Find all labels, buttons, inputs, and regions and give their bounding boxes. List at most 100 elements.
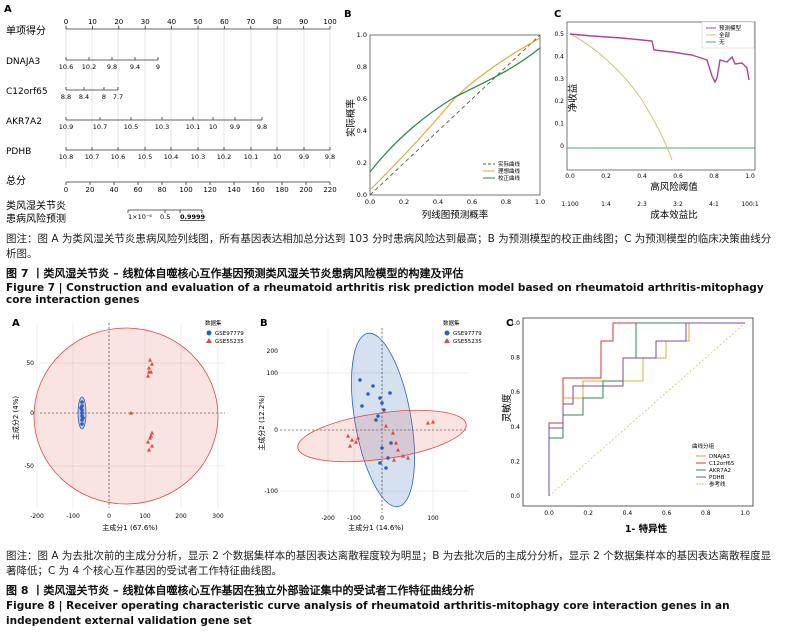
gene-tick-label: 10.5 (124, 123, 138, 131)
gse55235-point (146, 373, 150, 378)
roc-ytick-label: 0.8 (510, 355, 520, 362)
risk-tick-min: 1×10⁻⁶ (128, 213, 152, 221)
calib-xtick-label: 0.4 (433, 198, 443, 206)
gse55235-point (350, 437, 354, 442)
total-tick-label: 220 (323, 186, 336, 194)
calib-xtick-label: 0.6 (467, 198, 477, 206)
roc-ytick-label: 0.6 (510, 389, 520, 396)
gene-tick-label: 10.6 (59, 63, 73, 71)
risk-tick-mid: 0.5 (160, 213, 170, 221)
gene-tick-label: 10.3 (191, 153, 205, 161)
points-tick-label: 0 (64, 18, 68, 26)
roc-pdhb-curve (548, 322, 745, 496)
gse97779-point (80, 422, 84, 426)
gse55235-point (392, 457, 396, 462)
calib-ytick-label: 0.0 (357, 191, 367, 199)
gse55235-point (384, 423, 388, 428)
dca-ylabel: 净收益 (567, 83, 579, 112)
calib-ytick-label: 1.0 (357, 31, 367, 39)
gse55235-point (346, 433, 350, 438)
pca-a-xtick-label: 0 (107, 513, 111, 520)
pca-a-legend-2: GSE55235 (215, 339, 244, 345)
gse55235-point (150, 361, 154, 366)
fig8-note: 图注：图 A 为去批次前的主成分分析，显示 2 个数据集样本的基因表达离散程度较… (6, 550, 772, 577)
calib-legend-1: 实际曲线 (498, 160, 521, 168)
fig8-title-en: Figure 8 | Receiver operating characteri… (6, 600, 730, 627)
roc-panel: C 0.00.20.40.60.81.0 0.0 0.2 0.4 0.6 0.8 1.0 … (501, 317, 754, 535)
gene-tick-label: 10.8 (59, 153, 73, 161)
gse55235-point (356, 435, 360, 440)
total-tick-label: 140 (227, 186, 240, 194)
calib-ytick-label: 0.8 (357, 63, 367, 71)
dca-xtick-label: 0.0 (565, 173, 575, 180)
points-tick-label: 10 (88, 18, 97, 26)
gse97779-point (79, 406, 83, 410)
pca-a-xtick-label: 100 (139, 513, 151, 520)
risk-label-2: 患病风险预测 (6, 212, 66, 225)
gse55235-point (396, 447, 400, 452)
roc-ytick-label: 0.4 (510, 424, 520, 431)
pca-b-xtick-label: 100 (427, 515, 439, 522)
roc-ylabel: 灵敏度 (501, 393, 513, 422)
gse55235-point (147, 447, 151, 452)
dca-all-curve (569, 33, 673, 161)
gene-tick-label: 9.9 (299, 153, 309, 161)
points-tick-label: 70 (246, 18, 255, 26)
fig8-title-cn: 图 8 丨类风湿关节炎 – 线粒体自噬核心互作基因在独立外部验证集中的受试者工作… (6, 584, 475, 597)
gse97779-point (80, 411, 84, 415)
gse97779-point (382, 408, 386, 412)
gene-tick-label: 8 (102, 93, 106, 101)
points-tick-label: 50 (194, 18, 203, 26)
gse97779-point (389, 441, 393, 445)
panel-label-8a: A (12, 318, 20, 329)
calib-ytick-label: 0.2 (357, 159, 367, 167)
dca-xtick-label: 1.0 (745, 173, 755, 180)
total-label: 总分 (6, 174, 26, 187)
gse55235-point (406, 455, 410, 460)
roc-c12orf65-curve (548, 322, 745, 496)
total-tick-label: 100 (179, 186, 192, 194)
gene-tick-label: 10.5 (138, 153, 152, 161)
gene-tick-label: 8.8 (61, 93, 71, 101)
gene-tick-label: 8.4 (79, 93, 89, 101)
dca-xtick-label: 0.8 (709, 173, 719, 180)
roc-xlabel: 1- 特异性 (625, 523, 668, 535)
pca-b-xlabel: 主成分1 (14.6%) (348, 523, 404, 532)
pca-a-xtick-label: 200 (175, 513, 187, 520)
gene-tick-label: 10.4 (164, 153, 178, 161)
gene-tick-label: 10.2 (217, 153, 231, 161)
gene-tick-label: 9 (156, 63, 160, 71)
points-tick-label: 100 (323, 18, 336, 26)
gse55235-point (150, 443, 154, 448)
calib-xlabel: 列线图预测概率 (422, 209, 489, 221)
total-tick-label: 20 (86, 186, 95, 194)
total-tick-label: 120 (203, 186, 216, 194)
dca-ratio-tick-label: 1:100 (561, 201, 578, 208)
roc-legend: 曲线分组 DNAJA3 C12orf65 AKR7A2 PDHB 参考线 (692, 442, 735, 488)
calib-ylabel: 实际概率 (345, 99, 357, 138)
gse55235-point (150, 430, 154, 435)
gene-tick-label: 9.8 (107, 63, 117, 71)
dca-ytick-label: 0.5 (554, 31, 564, 38)
gse55235-point (148, 435, 152, 440)
dca-xtick-label: 0.2 (601, 173, 611, 180)
pca-b-xtick-label: 0 (380, 515, 384, 522)
points-tick-label: 40 (167, 18, 176, 26)
gse55235-point (354, 439, 358, 444)
gene-label-akr7a2: AKR7A2 (6, 117, 42, 127)
total-tick-label: 40 (110, 186, 119, 194)
calib-xtick-label: 0.2 (399, 198, 409, 206)
calib-legend-3: 校正曲线 (498, 174, 521, 182)
roc-xtick-label: 1.0 (740, 510, 750, 517)
calib-xtick-label: 0.0 (365, 198, 375, 206)
points-tick-label: 60 (220, 18, 229, 26)
pca-b-legend: 数据集 GSE97779 GSE55235 (443, 319, 482, 345)
gene-tick-label: 9.4 (130, 63, 140, 71)
gene-tick-label: 10 (273, 153, 281, 161)
gse97779-point (360, 404, 364, 408)
dca-panel: C 0.5 0.4 0.3 0.2 0.1 0 0.0 0.2 0.4 0.6 0.8 1.0 1:… (554, 9, 759, 221)
gene-tick-label: 10 (209, 123, 217, 131)
gse55235-point (149, 433, 153, 438)
gene-tick-label: 10.3 (155, 123, 169, 131)
gene-tick-label: 9.8 (257, 123, 267, 131)
